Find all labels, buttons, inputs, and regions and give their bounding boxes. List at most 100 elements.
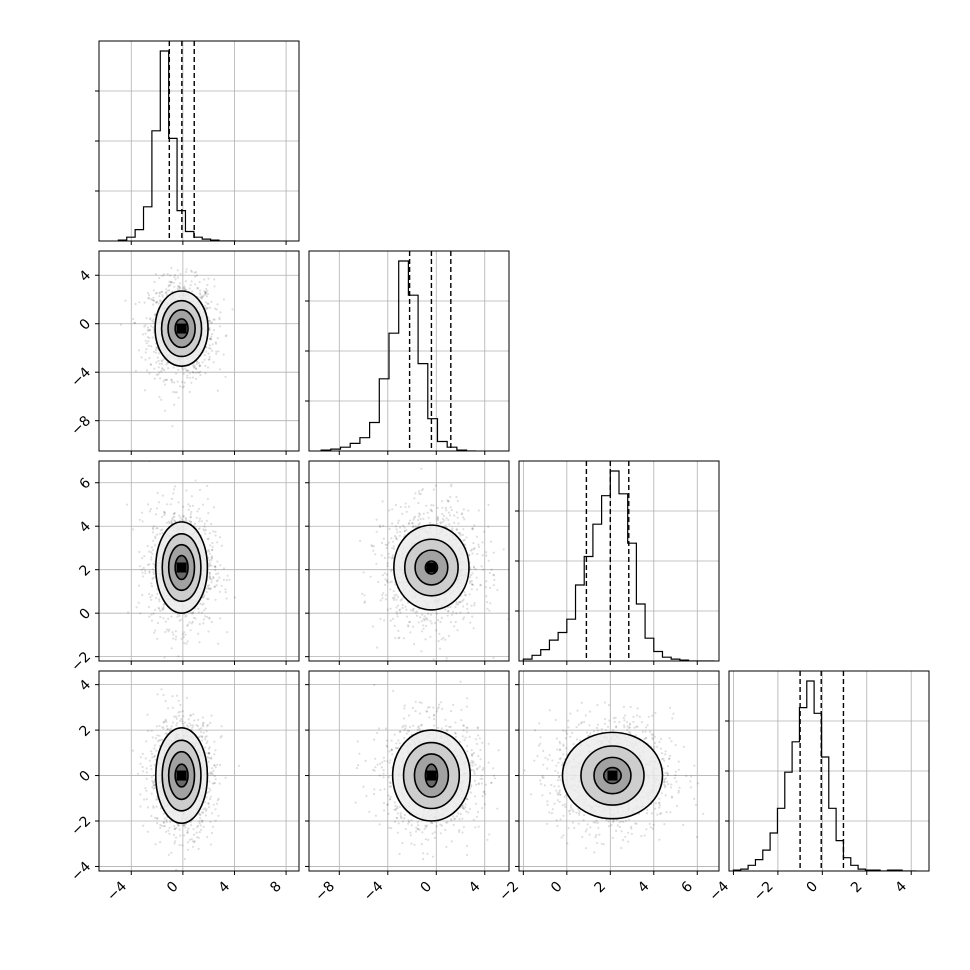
sample-point bbox=[363, 594, 366, 597]
sample-point bbox=[206, 597, 209, 600]
sample-point bbox=[199, 824, 202, 827]
sample-point bbox=[397, 637, 400, 640]
sample-point bbox=[448, 514, 452, 517]
sample-point bbox=[208, 337, 211, 340]
sample-point bbox=[412, 525, 415, 528]
sample-point bbox=[485, 595, 488, 598]
sample-point bbox=[181, 380, 184, 384]
sample-point bbox=[153, 367, 156, 370]
sample-point bbox=[124, 299, 127, 302]
sample-point bbox=[146, 806, 150, 809]
sample-point bbox=[132, 528, 135, 531]
sample-point bbox=[396, 612, 399, 615]
panel-frame bbox=[98, 250, 300, 452]
sample-point bbox=[161, 607, 164, 610]
sample-point bbox=[173, 840, 177, 843]
sample-point bbox=[148, 461, 151, 463]
sample-point bbox=[192, 827, 195, 831]
sample-point bbox=[449, 605, 452, 609]
sample-point bbox=[151, 568, 154, 571]
density-contour bbox=[160, 299, 203, 358]
sample-point bbox=[141, 333, 145, 336]
sample-point bbox=[141, 511, 144, 514]
sample-point bbox=[411, 522, 414, 525]
sample-point bbox=[183, 823, 186, 827]
sample-point bbox=[212, 782, 216, 785]
sample-point bbox=[463, 616, 466, 619]
sample-point bbox=[144, 757, 147, 760]
sample-point bbox=[363, 600, 367, 603]
sample-point bbox=[219, 763, 222, 767]
sample-point bbox=[386, 562, 389, 565]
sample-point bbox=[161, 295, 164, 298]
sample-point bbox=[210, 812, 214, 815]
sample-point bbox=[167, 367, 170, 370]
sample-point bbox=[208, 787, 211, 790]
sample-point bbox=[390, 580, 393, 583]
sample-point bbox=[469, 621, 472, 624]
sample-point bbox=[209, 721, 212, 725]
sample-point bbox=[200, 296, 203, 299]
sample-point bbox=[202, 596, 205, 599]
sample-point bbox=[411, 522, 414, 525]
sample-point bbox=[209, 577, 212, 580]
sample-point bbox=[484, 586, 487, 589]
sample-point bbox=[436, 506, 439, 509]
sample-point bbox=[160, 290, 163, 293]
sample-point bbox=[216, 799, 219, 802]
sample-point bbox=[154, 843, 157, 846]
sample-point bbox=[190, 622, 193, 625]
sample-point bbox=[220, 735, 223, 738]
sample-point bbox=[167, 285, 170, 288]
sample-point bbox=[447, 634, 451, 638]
sample-point bbox=[204, 304, 207, 307]
sample-point bbox=[473, 524, 476, 527]
sample-point bbox=[180, 366, 184, 369]
sample-point bbox=[212, 577, 215, 580]
sample-point bbox=[389, 607, 392, 610]
sample-point bbox=[150, 556, 153, 559]
sample-point bbox=[204, 291, 207, 294]
sample-point bbox=[206, 723, 209, 726]
sample-point bbox=[152, 321, 155, 324]
sample-point bbox=[191, 370, 194, 373]
sample-point bbox=[218, 318, 221, 321]
sample-point bbox=[408, 519, 412, 522]
sample-point bbox=[198, 365, 201, 368]
sample-point bbox=[146, 563, 150, 566]
sample-point bbox=[471, 583, 474, 586]
sample-point bbox=[173, 485, 177, 488]
sample-point bbox=[432, 504, 435, 507]
sample-point bbox=[359, 539, 362, 543]
sample-point bbox=[202, 618, 205, 621]
sample-point bbox=[158, 295, 161, 298]
sample-point bbox=[147, 297, 150, 300]
sample-point bbox=[447, 511, 451, 514]
sample-point bbox=[212, 506, 215, 509]
sample-point bbox=[436, 519, 439, 522]
sample-point bbox=[156, 356, 159, 359]
sample-point bbox=[171, 517, 174, 521]
sample-point bbox=[178, 285, 181, 288]
sample-point bbox=[152, 576, 155, 580]
sample-point bbox=[209, 772, 212, 776]
sample-point bbox=[177, 655, 180, 658]
sample-point bbox=[215, 572, 218, 576]
sample-point bbox=[162, 812, 165, 815]
sample-point bbox=[190, 495, 193, 498]
sample-point bbox=[378, 524, 381, 527]
sample-point bbox=[205, 295, 209, 298]
sample-point bbox=[402, 524, 405, 527]
sample-point bbox=[194, 522, 197, 525]
sample-point bbox=[174, 638, 177, 641]
sample-point bbox=[475, 535, 478, 538]
sample-point bbox=[167, 853, 170, 856]
y-tick-label: −4 bbox=[68, 859, 94, 885]
sample-point bbox=[176, 287, 179, 290]
sample-point bbox=[208, 328, 211, 331]
y-tick-label: 6 bbox=[77, 475, 95, 493]
sample-point bbox=[156, 592, 159, 596]
sample-point bbox=[219, 617, 222, 620]
sample-point bbox=[155, 816, 159, 820]
sample-point bbox=[166, 728, 169, 731]
